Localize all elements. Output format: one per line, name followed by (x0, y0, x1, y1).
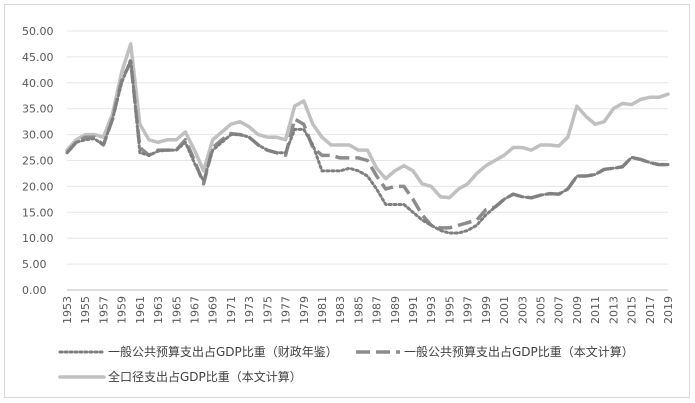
series-lines (65, 42, 670, 235)
x-tick-label: 1995 (443, 296, 456, 324)
x-tick-label: 1975 (261, 296, 274, 324)
x-tick-label: 1997 (462, 296, 475, 324)
x-tick-label: 1965 (170, 296, 183, 324)
legend-label-series-3: 全口径支出占GDP比重（本文计算） (108, 369, 302, 384)
x-tick-label: 2019 (662, 296, 675, 324)
y-tick-label: 30.00 (22, 129, 54, 142)
y-tick-label: 0.00 (22, 284, 47, 297)
x-tick-label: 1969 (207, 296, 220, 324)
y-axis-ticks: 0.00 5.00 10.00 15.00 20.00 25.00 30.00 35.00 40… (22, 25, 54, 297)
x-tick-label: 1955 (79, 296, 92, 324)
x-tick-label: 1981 (316, 296, 329, 324)
x-tick-label: 2007 (553, 296, 566, 324)
y-tick-label: 40.00 (22, 77, 54, 90)
x-tick-label: 2011 (589, 296, 602, 324)
x-tick-label: 2005 (535, 296, 548, 324)
x-tick-label: 1993 (425, 296, 438, 324)
x-tick-label: 1963 (152, 296, 165, 324)
series-line-1 (65, 57, 670, 235)
chart-frame (4, 4, 690, 398)
x-tick-label: 2017 (644, 296, 657, 324)
x-tick-label: 1967 (188, 296, 201, 324)
x-tick-label: 2015 (626, 296, 639, 324)
y-tick-label: 45.00 (22, 51, 54, 64)
y-tick-label: 35.00 (22, 103, 54, 116)
x-tick-label: 1957 (97, 296, 110, 324)
x-tick-label: 1985 (352, 296, 365, 324)
y-tick-label: 15.00 (22, 206, 54, 219)
x-tick-label: 1977 (280, 296, 293, 324)
x-axis-ticks: 1953 1955 1957 1959 1961 1963 1965 1967 1969 1971… (61, 296, 675, 324)
x-tick-label: 1983 (334, 296, 347, 324)
x-tick-label: 2013 (607, 296, 620, 324)
x-tick-label: 2003 (516, 296, 529, 324)
y-tick-label: 10.00 (22, 232, 54, 245)
x-tick-label: 1991 (407, 296, 420, 324)
y-tick-label: 5.00 (22, 258, 47, 271)
legend: 一般公共预算支出占GDP比重（财政年鉴） 一般公共预算支出占GDP比重（本文计算… (58, 344, 634, 384)
x-tick-label: 1961 (134, 296, 147, 324)
x-tick-label: 1979 (298, 296, 311, 324)
x-tick-label: 1953 (61, 296, 74, 324)
y-tick-label: 25.00 (22, 155, 54, 168)
x-tick-label: 1989 (389, 296, 402, 324)
x-tick-label: 1973 (243, 296, 256, 324)
x-tick-label: 2009 (571, 296, 584, 324)
y-tick-label: 20.00 (22, 180, 54, 193)
series-line-2 (65, 60, 668, 230)
x-tick-label: 1959 (116, 296, 129, 324)
x-tick-label: 1999 (480, 296, 493, 324)
x-tick-label: 1987 (371, 296, 384, 324)
legend-label-series-2: 一般公共预算支出占GDP比重（本文计算） (404, 344, 634, 359)
series-line-3 (65, 42, 670, 200)
x-tick-label: 1971 (225, 296, 238, 324)
y-tick-label: 50.00 (22, 25, 54, 38)
legend-label-series-1: 一般公共预算支出占GDP比重（财政年鉴） (108, 344, 338, 359)
x-tick-label: 2001 (498, 296, 511, 324)
